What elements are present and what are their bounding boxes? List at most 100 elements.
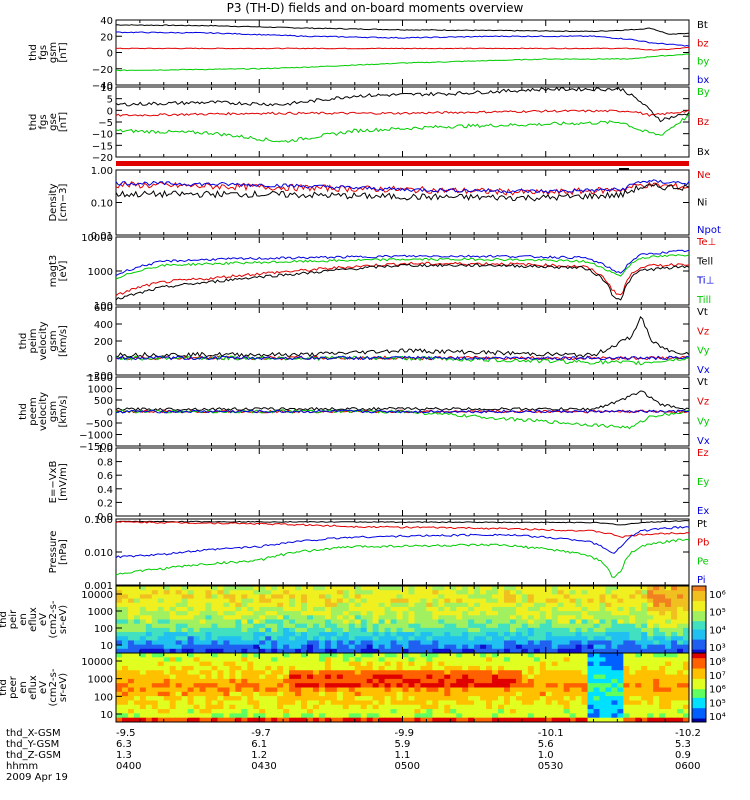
spectrogram-cell xyxy=(533,636,541,641)
spectrogram-cell xyxy=(426,644,433,650)
spectrogram-cell xyxy=(139,586,147,591)
spectrogram-cell xyxy=(169,665,177,671)
spectrogram-cell xyxy=(677,640,684,646)
spectrogram-cell xyxy=(241,683,248,688)
spectrogram-cell xyxy=(587,674,594,680)
spectrogram-cell xyxy=(366,611,374,616)
spectrogram-cell xyxy=(402,636,409,641)
colorbar-segment xyxy=(692,692,706,695)
spectrogram-cell xyxy=(366,687,374,693)
spectrogram-cell xyxy=(330,627,338,633)
spectrogram-cell xyxy=(450,678,457,684)
spectrogram-cell xyxy=(127,636,135,641)
footer-value: 1.1 xyxy=(394,750,411,761)
spectrogram-cell xyxy=(438,700,445,706)
spectrogram-cell xyxy=(432,586,439,591)
spectrogram-cell xyxy=(462,670,469,676)
spectrogram-cell xyxy=(116,648,123,654)
spectrogram-cell xyxy=(384,606,392,612)
spectrogram-cell xyxy=(468,586,475,591)
spectrogram-cell xyxy=(498,709,505,714)
spectrogram-cell xyxy=(677,657,684,663)
spectrogram-cell xyxy=(396,661,403,667)
spectrogram-cell xyxy=(116,598,123,604)
spectrogram-cell xyxy=(169,653,177,658)
spectrogram-cell xyxy=(653,709,660,714)
spectrogram-cell xyxy=(402,627,409,633)
spectrogram-cell xyxy=(259,683,266,688)
spectrogram-cell xyxy=(223,657,230,663)
spectrogram-cell xyxy=(241,594,248,600)
spectrogram-cell xyxy=(384,674,392,680)
spectrogram-cell xyxy=(133,590,141,595)
spectrogram-cell xyxy=(575,586,583,591)
spectrogram-cell xyxy=(539,717,547,723)
spectrogram-cell xyxy=(629,700,636,706)
spectrogram-cell xyxy=(480,598,487,604)
spectrogram-cell xyxy=(330,683,338,688)
spectrogram-cell xyxy=(474,594,481,600)
spectrogram-cell xyxy=(527,700,535,706)
spectrogram-cell xyxy=(515,606,523,612)
spectrogram-cell xyxy=(659,713,666,719)
spectrogram-cell xyxy=(163,627,171,633)
spectrogram-cell xyxy=(587,644,594,650)
spectrogram-cell xyxy=(486,665,493,671)
spectrogram-cell xyxy=(509,640,517,646)
spectrogram-cell xyxy=(271,691,278,697)
spectrogram-cell xyxy=(653,661,660,667)
spectrogram-cell xyxy=(217,670,224,676)
spectrogram-cell xyxy=(247,717,254,723)
colorbar-segment xyxy=(692,636,706,639)
spectrogram-cell xyxy=(420,640,427,646)
spectrogram-cell xyxy=(211,670,218,676)
spectrogram-cell xyxy=(665,640,672,646)
spectrogram-cell xyxy=(509,670,517,676)
spectrogram-cell xyxy=(121,713,129,719)
spectrogram-cell xyxy=(133,594,141,600)
spectrogram-cell xyxy=(360,709,368,714)
spectrogram-cell xyxy=(199,683,207,688)
spectrogram-cell xyxy=(527,665,535,671)
spectrogram-cell xyxy=(277,717,284,723)
spectrogram-cell xyxy=(605,661,612,667)
spectrogram-cell xyxy=(515,657,523,663)
spectrogram-cell xyxy=(492,709,499,714)
spectrogram-cell xyxy=(181,691,189,697)
spectrogram-cell xyxy=(223,598,230,604)
spectrogram-cell xyxy=(127,640,135,646)
y-tick-label: 0 xyxy=(107,49,113,60)
series-pressure-Pt xyxy=(115,520,690,526)
spectrogram-cell xyxy=(563,674,571,680)
spectrogram-cell xyxy=(521,713,529,719)
spectrogram-cell xyxy=(145,594,153,600)
spectrogram-cell xyxy=(629,687,636,693)
colorbar-segment xyxy=(692,632,706,636)
spectrogram-cell xyxy=(145,644,153,650)
footer-value: 1.2 xyxy=(251,750,268,761)
spectrogram-cell xyxy=(503,648,511,654)
ylabel-peer-eflux-line: en xyxy=(18,681,29,694)
spectrogram-cell xyxy=(551,632,559,637)
spectrogram-cell xyxy=(420,691,427,697)
spectrogram-cell xyxy=(378,704,386,710)
spectrogram-cell xyxy=(629,602,636,608)
spectrogram-cell xyxy=(617,590,624,595)
spectrogram-cell xyxy=(336,619,344,625)
spectrogram-cell xyxy=(175,678,183,684)
spectrogram-cell xyxy=(259,717,266,723)
spectrogram-cell xyxy=(456,687,463,693)
spectrogram-cell xyxy=(145,657,153,663)
spectrogram-cell xyxy=(533,670,541,676)
spectrogram-cell xyxy=(330,717,338,723)
spectrogram-cell xyxy=(330,640,338,646)
colorbar-segment xyxy=(692,641,706,644)
spectrogram-cell xyxy=(569,623,577,629)
spectrogram-cell xyxy=(456,678,463,684)
spectrogram-cell xyxy=(199,623,207,629)
spectrogram-cell xyxy=(181,661,189,667)
spectrogram-cell xyxy=(378,644,386,650)
spectrogram-cell xyxy=(157,713,165,719)
spectrogram-cell xyxy=(283,709,290,714)
spectrogram-cell xyxy=(283,611,290,616)
